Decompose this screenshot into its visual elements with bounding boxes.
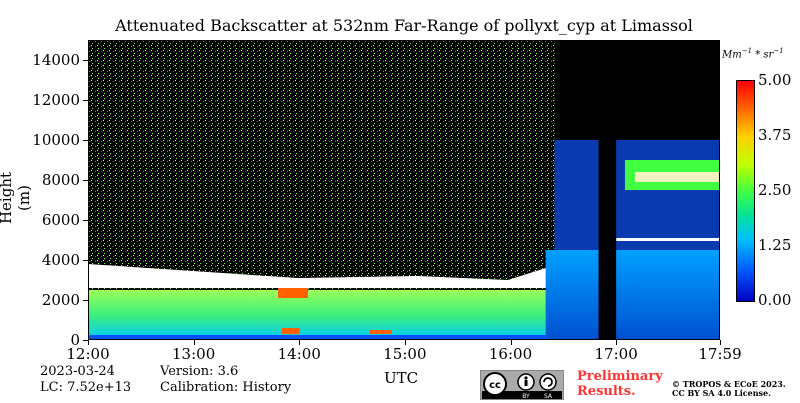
copyright-line2: CC BY SA 4.0 License. <box>672 388 771 398</box>
y-tick-label: 0 <box>70 331 80 349</box>
y-tick-label: 12000 <box>32 91 80 109</box>
masked-region <box>554 40 720 140</box>
x-axis-label: UTC <box>384 369 419 387</box>
preliminary-line2: Results. <box>577 384 636 399</box>
aerosol-layer-peak <box>278 288 308 298</box>
surface-hotspot <box>369 330 392 334</box>
backscatter-heatmap <box>88 40 720 340</box>
colorbar-tick-label: 3.75 <box>758 126 792 144</box>
y-tick-mark <box>83 340 88 341</box>
aerosol-layer-top <box>88 264 546 288</box>
colorbar-tick-label: 1.25 <box>758 236 792 254</box>
colorbar-tick-label: 0.00 <box>758 291 792 309</box>
y-tick-label: 6000 <box>41 211 80 229</box>
x-tick-mark <box>510 340 512 345</box>
svg-text:SA: SA <box>544 393 553 399</box>
x-tick-mark <box>299 340 301 345</box>
x-tick-mark <box>88 340 89 345</box>
surface-layer <box>88 290 546 340</box>
lc-label: LC: 7.52e+13 <box>40 380 132 395</box>
y-tick-mark <box>83 260 88 261</box>
x-tick-mark <box>404 340 406 345</box>
chart-title: Attenuated Backscatter at 532nm Far-Rang… <box>115 16 693 35</box>
preliminary-line1: Preliminary <box>577 369 663 384</box>
x-tick-label: 16:00 <box>488 345 533 363</box>
surface-hotspot <box>281 328 300 334</box>
y-tick-mark <box>83 300 88 301</box>
y-axis-label: Height (m) <box>0 171 33 225</box>
x-tick-label: 15:00 <box>383 345 427 363</box>
y-tick-mark <box>83 100 88 101</box>
cloud-layer-core <box>634 172 720 182</box>
cc-by-sa-icon: cc BY SA <box>480 370 564 400</box>
y-tick-label: 10000 <box>32 131 80 149</box>
x-tick-label: 13:00 <box>172 345 216 363</box>
date-label: 2023-03-24 <box>40 364 115 379</box>
colorbar-tick-label: 5.00 <box>758 71 792 89</box>
colorbar <box>736 80 755 302</box>
low-signal-region <box>545 250 720 340</box>
y-tick-mark <box>83 60 88 61</box>
y-tick-label: 14000 <box>32 51 80 69</box>
colorbar-unit: Mm−1 * sr−1 <box>722 47 784 61</box>
colorbar-tick-label: 2.50 <box>758 181 792 199</box>
cloud-base-line <box>616 238 720 241</box>
x-tick-label: 12:00 <box>66 345 110 363</box>
copyright-line1: © TROPOS & ECoE 2023. <box>672 379 786 389</box>
y-tick-mark <box>83 220 88 221</box>
svg-text:BY: BY <box>522 393 530 399</box>
plot-frame <box>88 40 720 340</box>
y-tick-label: 8000 <box>41 171 80 189</box>
x-tick-mark <box>193 340 195 345</box>
x-tick-mark <box>616 340 618 345</box>
y-tick-mark <box>83 140 88 141</box>
x-tick-label: 17:59 <box>698 345 742 363</box>
copyright-label: © TROPOS & ECoE 2023. CC BY SA 4.0 Licen… <box>672 380 786 398</box>
y-tick-label: 4000 <box>41 251 80 269</box>
svg-text:cc: cc <box>489 380 501 391</box>
upper-signal-region <box>554 140 720 250</box>
y-tick-label: 2000 <box>41 291 80 309</box>
surface-strip <box>88 335 546 340</box>
version-label: Version: 3.6 <box>160 364 239 379</box>
calibration-label: Calibration: History <box>160 380 292 395</box>
y-tick-mark <box>83 180 88 181</box>
x-tick-label: 14:00 <box>277 345 321 363</box>
no-data-gap <box>598 40 617 340</box>
x-tick-mark <box>720 340 721 345</box>
x-tick-label: 17:00 <box>594 345 638 363</box>
preliminary-label: Preliminary Results. <box>577 369 663 399</box>
